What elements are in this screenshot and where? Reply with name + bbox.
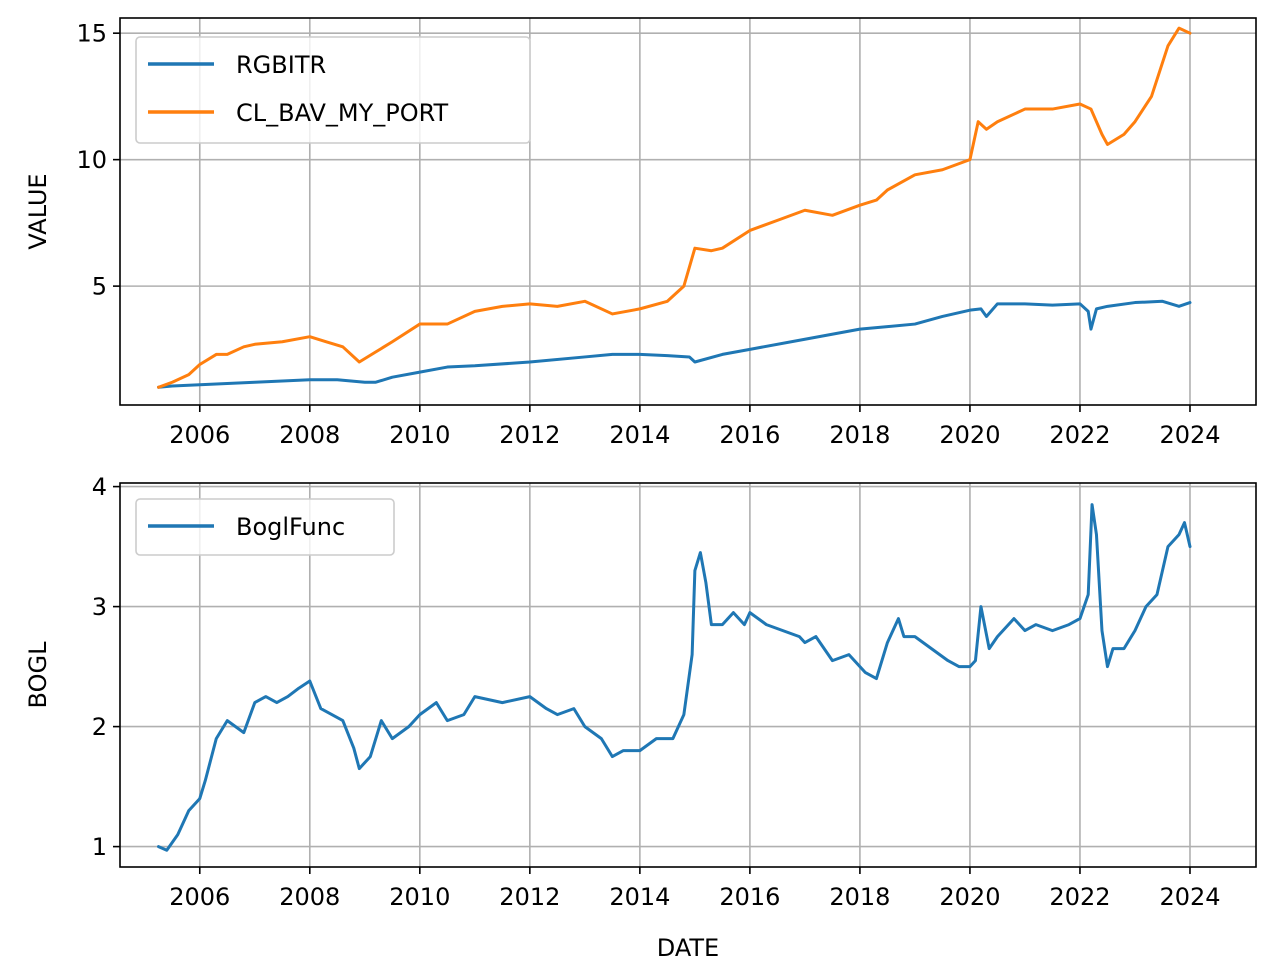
x-tick-label: 2008: [279, 421, 340, 449]
x-tick-label: 2010: [389, 421, 450, 449]
top-panel: 2006 2008 2010 2012 2014 2016 2018 2020 2022 2024…: [24, 17, 1257, 449]
series-line-cl-bav-my-port: [157, 26, 1192, 389]
y-axis-label: BOGL: [24, 641, 52, 709]
y-tick-label: 15: [76, 20, 107, 48]
x-tick-label: 2016: [719, 421, 780, 449]
x-tick-label: 2018: [829, 883, 890, 911]
y-tick-label: 4: [92, 473, 107, 501]
axes-frame: [119, 482, 1257, 868]
legend-box: [135, 36, 531, 144]
x-tick-label: 2014: [609, 421, 670, 449]
x-tick-label: 2022: [1049, 421, 1110, 449]
y-tick-label: 3: [92, 593, 107, 621]
legend: RGBITR CL_BAV_MY_PORT: [135, 36, 531, 144]
legend-label: CL_BAV_MY_PORT: [236, 99, 449, 127]
x-tick-label: 2014: [609, 883, 670, 911]
x-tick-label: 2024: [1159, 883, 1220, 911]
x-tick-label: 2012: [499, 883, 560, 911]
legend: BoglFunc: [135, 498, 395, 556]
x-tick-label: 2020: [939, 421, 1000, 449]
series-line-rgbitr: [157, 299, 1192, 389]
y-tick-label: 1: [92, 833, 107, 861]
x-tick-label: 2006: [169, 421, 230, 449]
y-tick-label: 2: [92, 713, 107, 741]
x-tick-label: 2012: [499, 421, 560, 449]
series-line-boglfunc: [157, 503, 1192, 852]
x-tick-label: 2006: [169, 883, 230, 911]
bottom-panel: 2006 2008 2010 2012 2014 2016 2018 2020 2022 2024…: [24, 473, 1257, 962]
legend-label: RGBITR: [236, 51, 326, 79]
x-axis-label: DATE: [657, 934, 719, 962]
x-tick-label: 2024: [1159, 421, 1220, 449]
x-tick-label: 2008: [279, 883, 340, 911]
x-tick-label: 2020: [939, 883, 1000, 911]
x-tick-label: 2018: [829, 421, 890, 449]
axes-frame: [119, 17, 1257, 406]
y-tick-label: 10: [76, 146, 107, 174]
x-tick-label: 2016: [719, 883, 780, 911]
legend-label: BoglFunc: [236, 513, 345, 541]
y-tick-label: 5: [92, 273, 107, 301]
x-tick-label: 2010: [389, 883, 450, 911]
y-axis-label: VALUE: [24, 173, 52, 249]
x-tick-label: 2022: [1049, 883, 1110, 911]
legend-box: [135, 498, 395, 556]
